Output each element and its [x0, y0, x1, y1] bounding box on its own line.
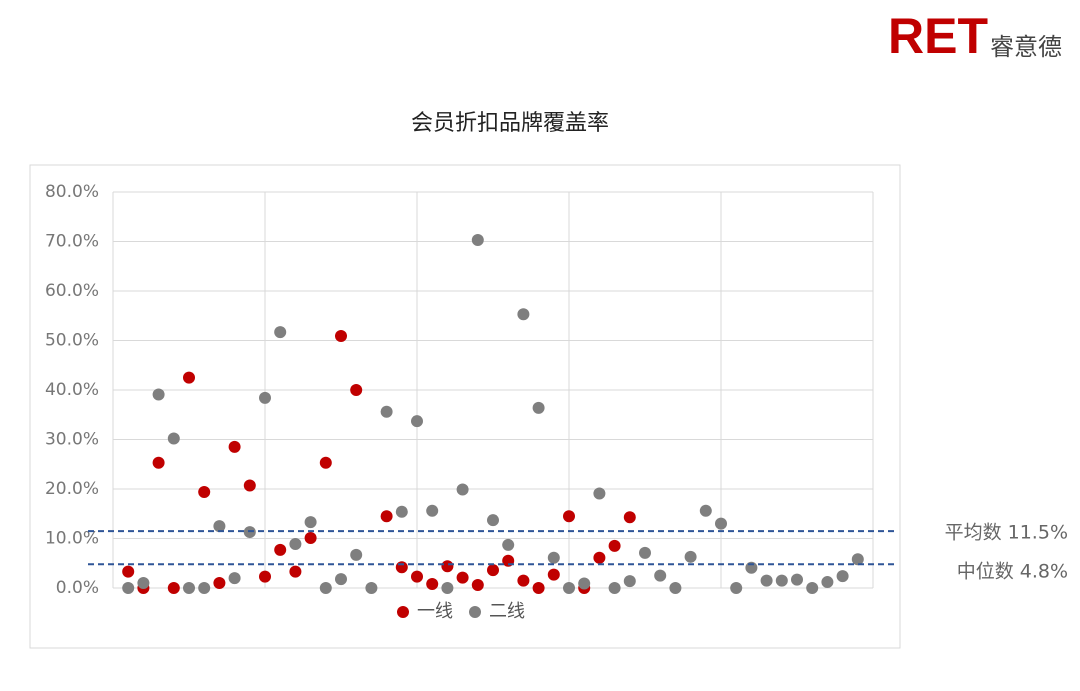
point	[183, 582, 195, 594]
logo-brand: RET	[888, 8, 988, 64]
legend-label: 一线	[417, 601, 453, 622]
legend-label: 二线	[489, 601, 525, 622]
point	[471, 579, 484, 592]
y-tick-label: 40.0%	[45, 380, 99, 400]
y-tick-label: 80.0%	[45, 182, 99, 202]
y-tick-label: 70.0%	[45, 232, 99, 252]
point	[441, 560, 454, 573]
point	[532, 401, 545, 414]
y-tick-label: 60.0%	[45, 281, 99, 301]
point	[578, 577, 591, 590]
logo-name: 睿意德	[990, 33, 1062, 61]
point	[730, 582, 743, 594]
chart-frame	[29, 164, 901, 649]
y-tick-label: 50.0%	[45, 331, 99, 351]
point	[152, 388, 165, 401]
point	[547, 551, 560, 564]
point	[715, 517, 727, 530]
point	[654, 569, 667, 582]
point	[623, 511, 636, 524]
point	[304, 516, 317, 529]
point	[274, 543, 287, 556]
point	[228, 440, 241, 453]
point	[122, 565, 135, 578]
point	[365, 582, 378, 594]
point	[183, 371, 195, 384]
point	[836, 570, 849, 583]
point	[806, 582, 819, 594]
point	[319, 582, 332, 594]
point	[851, 553, 864, 566]
point	[167, 432, 180, 445]
point	[380, 510, 393, 523]
point	[167, 582, 180, 594]
point	[669, 582, 682, 594]
point	[456, 483, 469, 496]
point	[532, 582, 545, 594]
point	[395, 505, 408, 518]
point	[487, 514, 499, 527]
y-tick-label: 0.0%	[56, 578, 99, 598]
point	[350, 548, 363, 561]
point	[350, 384, 363, 396]
point	[426, 504, 439, 517]
point	[380, 405, 393, 418]
point	[152, 456, 165, 469]
point	[441, 582, 454, 594]
point	[563, 510, 575, 523]
point	[198, 582, 211, 594]
point	[395, 561, 408, 574]
point	[198, 485, 211, 498]
point	[319, 456, 332, 469]
point	[563, 582, 575, 594]
point	[517, 574, 530, 587]
y-tick-label: 30.0%	[45, 430, 99, 450]
point	[791, 573, 803, 586]
point	[684, 550, 697, 563]
point	[699, 504, 712, 517]
point	[547, 568, 560, 581]
legend-marker	[469, 606, 481, 618]
reference-label: 平均数 11.5%	[945, 522, 1068, 544]
y-tick-label: 10.0%	[45, 529, 99, 549]
point	[517, 308, 530, 321]
point	[335, 330, 347, 343]
point	[137, 577, 150, 590]
point	[426, 578, 439, 591]
point	[213, 520, 226, 533]
point	[639, 546, 651, 559]
point	[411, 570, 423, 583]
point	[289, 565, 302, 578]
point	[411, 415, 423, 428]
point	[456, 571, 469, 584]
point	[593, 551, 606, 564]
point	[259, 391, 271, 404]
point	[775, 574, 788, 587]
point	[623, 575, 636, 588]
point	[502, 538, 515, 551]
point	[593, 487, 606, 500]
point	[122, 582, 135, 594]
point	[760, 574, 773, 587]
chart-title: 会员折扣品牌覆盖率	[411, 111, 609, 136]
point	[289, 537, 302, 550]
point	[243, 479, 256, 492]
point	[487, 564, 499, 577]
reference-label: 中位数 4.8%	[957, 561, 1068, 583]
point	[335, 573, 347, 586]
point	[259, 570, 271, 583]
point	[274, 326, 287, 339]
legend-marker	[397, 606, 409, 618]
point	[821, 576, 834, 589]
point	[471, 234, 484, 247]
point	[608, 539, 621, 552]
point	[608, 582, 621, 594]
point	[213, 577, 226, 590]
point	[228, 572, 241, 585]
point	[304, 532, 317, 545]
y-tick-label: 20.0%	[45, 479, 99, 499]
